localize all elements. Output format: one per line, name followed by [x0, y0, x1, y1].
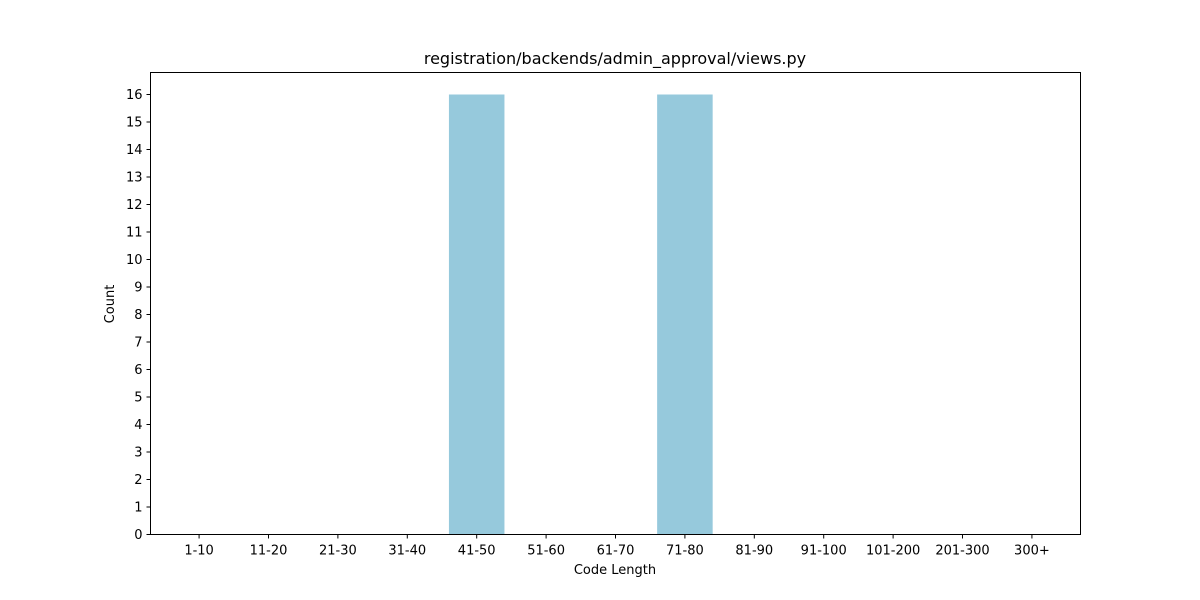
y-tick-label: 0 — [134, 528, 142, 543]
chart-title: registration/backends/admin_approval/vie… — [424, 49, 806, 69]
x-tick-label: 91-100 — [801, 544, 847, 559]
x-tick-label: 41-50 — [458, 544, 496, 559]
x-tick-label: 81-90 — [735, 544, 773, 559]
x-tick-label: 71-80 — [666, 544, 704, 559]
y-tick-label: 14 — [126, 143, 143, 158]
x-tick-label: 300+ — [1014, 544, 1050, 559]
y-tick-label: 16 — [126, 88, 143, 103]
x-axis-label: Code Length — [574, 563, 656, 578]
x-tick-label: 51-60 — [527, 544, 565, 559]
bar-41-50 — [448, 94, 505, 535]
x-tick-label: 31-40 — [388, 544, 426, 559]
x-tick-label: 21-30 — [319, 544, 357, 559]
x-tick-label: 61-70 — [597, 544, 635, 559]
y-tick-label: 6 — [134, 363, 142, 378]
y-tick-label: 10 — [126, 253, 143, 268]
y-tick-label: 15 — [126, 116, 143, 131]
x-axis: 1-10 11-20 21-30 31-40 41-50 51-60 61-70 71-80 8… — [184, 534, 1050, 559]
bar-71-80 — [657, 94, 713, 535]
x-tick-label: 201-300 — [935, 544, 989, 559]
y-tick-label: 2 — [134, 473, 142, 488]
y-tick-label: 9 — [134, 281, 142, 296]
x-tick-label: 101-200 — [866, 544, 920, 559]
bars-group — [448, 94, 713, 535]
y-tick-label: 8 — [134, 308, 142, 323]
x-tick-label: 1-10 — [184, 544, 214, 559]
plot-frame — [150, 72, 1081, 535]
x-tick-label: 11-20 — [250, 544, 288, 559]
y-tick-label: 11 — [126, 226, 143, 241]
y-tick-label: 12 — [126, 198, 143, 213]
y-tick-label: 4 — [134, 418, 142, 433]
y-axis-label: Count — [103, 285, 118, 324]
y-tick-label: 1 — [134, 501, 142, 516]
y-tick-label: 13 — [126, 171, 143, 186]
y-tick-label: 5 — [134, 391, 142, 406]
y-tick-label: 7 — [134, 336, 142, 351]
y-tick-label: 3 — [134, 446, 142, 461]
